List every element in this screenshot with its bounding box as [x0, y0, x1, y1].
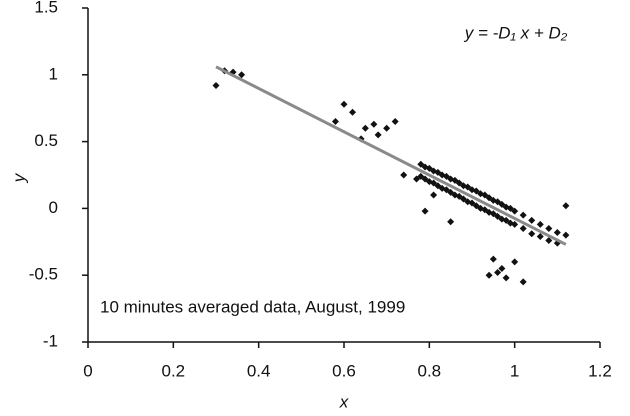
point — [506, 204, 514, 212]
point — [485, 271, 493, 279]
note: 10 minutes averaged data, August, 1999 — [100, 297, 405, 316]
x-tick-label: 0 — [83, 361, 92, 380]
equation: y = -D₁ x + D₂ — [464, 23, 568, 42]
point — [349, 108, 357, 116]
y-tick-label: 0.5 — [34, 131, 58, 150]
point — [562, 231, 570, 239]
x-tick-label: 1 — [510, 361, 519, 380]
point — [212, 81, 220, 89]
point — [502, 274, 510, 282]
point — [519, 278, 527, 286]
x-axis-label: x — [339, 392, 349, 411]
x-tick-label: 0.2 — [162, 361, 186, 380]
point — [545, 236, 553, 244]
y-axis-label: y — [9, 172, 28, 183]
point — [494, 269, 502, 277]
point — [519, 211, 527, 219]
x-tick-label: 0.4 — [247, 361, 271, 380]
point — [519, 224, 527, 232]
point — [361, 124, 369, 132]
point — [562, 202, 570, 210]
point — [430, 191, 438, 199]
point — [528, 216, 536, 224]
point — [238, 71, 246, 79]
point — [553, 228, 561, 236]
point — [374, 131, 382, 139]
point — [536, 232, 544, 240]
point — [447, 218, 455, 226]
y-tick-label: 0 — [49, 198, 58, 217]
x-tick-label: 1.2 — [588, 361, 612, 380]
fit-line — [215, 65, 567, 246]
point — [400, 171, 408, 179]
point — [511, 220, 519, 228]
x-tick-label: 0.8 — [418, 361, 442, 380]
point — [340, 100, 348, 108]
point — [506, 219, 514, 227]
point — [528, 230, 536, 238]
x-tick-label: 0.6 — [332, 361, 356, 380]
y-tick-label: 1.5 — [34, 0, 58, 16]
point — [331, 118, 339, 126]
y-tick-label: -1 — [43, 331, 58, 350]
point — [545, 224, 553, 232]
point — [536, 220, 544, 228]
point — [511, 207, 519, 215]
point — [391, 118, 399, 126]
point — [421, 207, 429, 215]
y-tick-label: 1 — [49, 64, 58, 83]
point — [489, 255, 497, 263]
point — [511, 258, 519, 266]
point — [383, 124, 391, 132]
y-tick-label: -0.5 — [29, 265, 58, 284]
point — [370, 120, 378, 128]
point — [498, 265, 506, 273]
